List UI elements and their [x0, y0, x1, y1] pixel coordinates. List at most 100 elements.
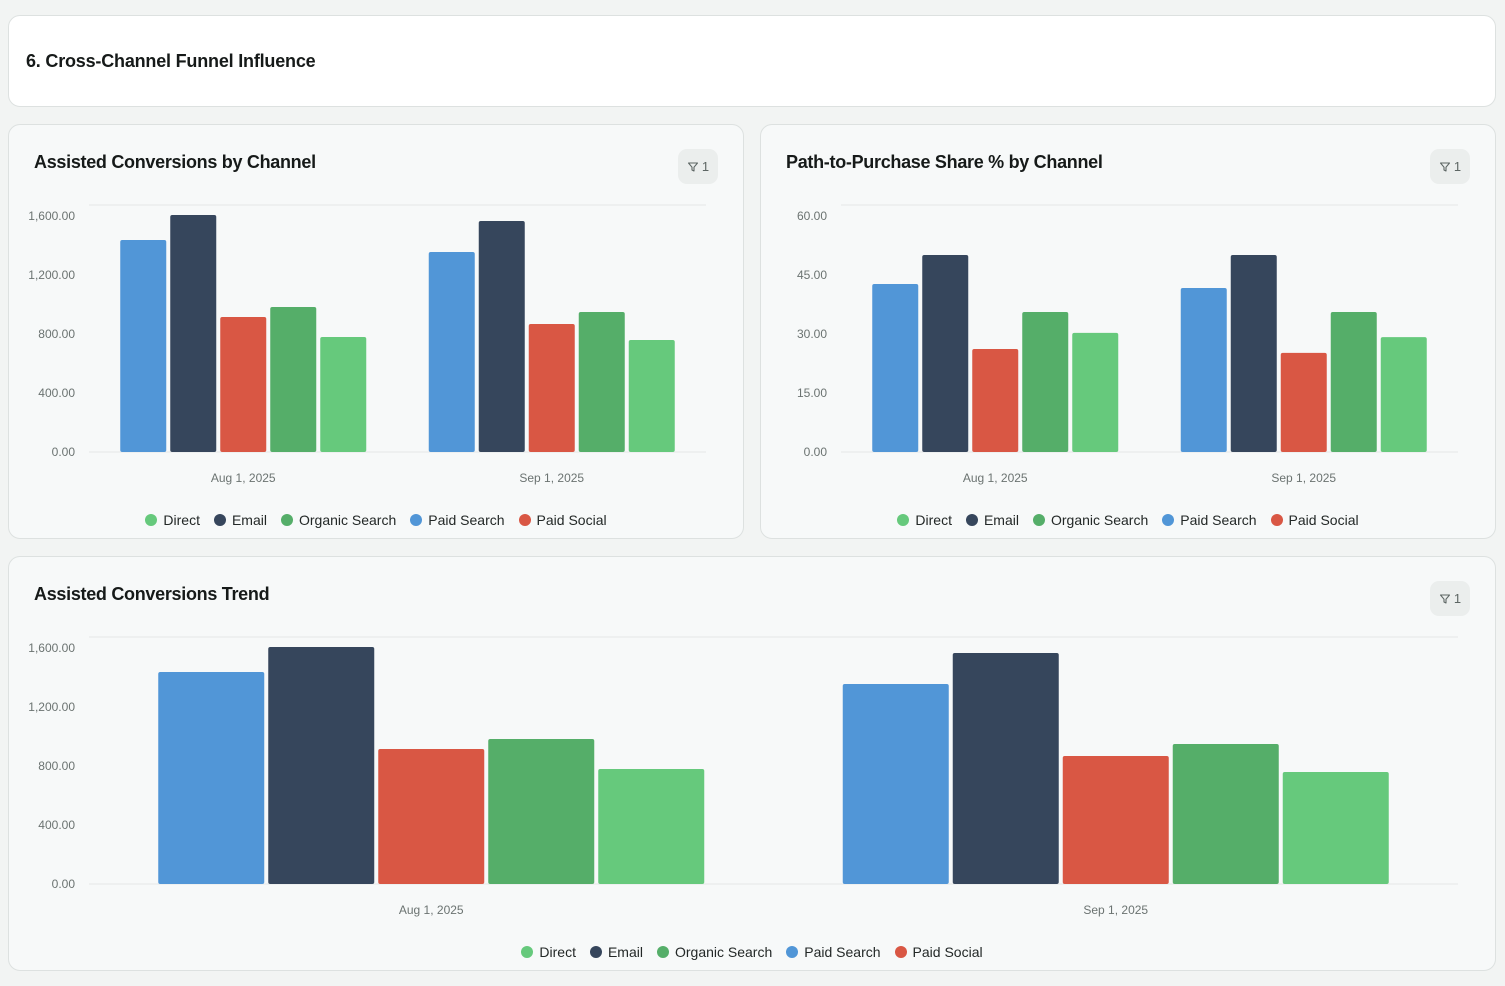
- legend-dot-icon: [280, 514, 293, 526]
- bar-email-sep-1-2025[interactable]: [1230, 254, 1277, 452]
- legend-label: Email: [607, 944, 643, 960]
- bar-email-sep-1-2025[interactable]: [952, 653, 1059, 884]
- bar-organic-search-sep-1-2025[interactable]: [578, 312, 625, 452]
- y-tick-label: 400.00: [38, 386, 75, 400]
- legend-item-organic-search[interactable]: Organic Search: [1032, 512, 1148, 528]
- filter-count: 1: [1453, 159, 1462, 174]
- bar-paid-social-sep-1-2025[interactable]: [1062, 755, 1169, 884]
- bar-direct-sep-1-2025[interactable]: [1380, 337, 1427, 452]
- y-tick-label: 60.00: [797, 209, 827, 223]
- chart-card-assisted-conversions-trend: Assisted Conversions Trend 1 0.00 400.00 8…: [8, 556, 1496, 971]
- legend-dot-icon: [410, 514, 423, 526]
- bar-organic-search-sep-1-2025[interactable]: [1172, 744, 1279, 884]
- legend-label: Paid Search: [428, 512, 505, 528]
- filter-icon: [687, 161, 698, 172]
- filter-icon: [1439, 593, 1450, 604]
- bar-organic-search-sep-1-2025[interactable]: [1330, 311, 1377, 452]
- y-tick-label: 1,600.00: [28, 641, 75, 655]
- legend-item-paid-search[interactable]: Paid Search: [786, 944, 881, 960]
- legend-item-organic-search[interactable]: Organic Search: [656, 944, 773, 960]
- chart-legend: Direct Email Organic Search Paid Search Paid…: [9, 944, 1495, 960]
- bar-paid-search-sep-1-2025[interactable]: [1180, 287, 1227, 452]
- legend-label: Paid Social: [1288, 512, 1359, 528]
- bar-paid-search-sep-1-2025[interactable]: [842, 683, 949, 884]
- bar-direct-aug-1-2025[interactable]: [1072, 332, 1119, 452]
- bar-direct-sep-1-2025[interactable]: [628, 340, 675, 452]
- legend-item-paid-social[interactable]: Paid Social: [894, 944, 983, 960]
- x-tick-label: Aug 1, 2025: [399, 903, 464, 917]
- filter-button[interactable]: 1: [678, 149, 718, 184]
- filter-button[interactable]: 1: [1430, 149, 1470, 184]
- legend-label: Email: [983, 512, 1019, 528]
- y-tick-label: 1,600.00: [28, 209, 75, 223]
- bar-direct-aug-1-2025[interactable]: [320, 336, 367, 452]
- legend-label: Email: [231, 512, 267, 528]
- bar-paid-social-sep-1-2025[interactable]: [528, 323, 575, 452]
- chart-card-path-to-purchase-share: Path-to-Purchase Share % by Channel 1 0.…: [760, 124, 1496, 539]
- legend-dot-icon: [894, 946, 907, 958]
- bar-paid-social-aug-1-2025[interactable]: [220, 317, 267, 452]
- legend-dot-icon: [521, 946, 534, 958]
- legend-item-direct[interactable]: Direct: [145, 512, 200, 528]
- legend-label: Direct: [539, 944, 576, 960]
- bar-paid-search-aug-1-2025[interactable]: [120, 240, 167, 452]
- section-title: 6. Cross-Channel Funnel Influence: [26, 51, 316, 71]
- y-tick-label: 800.00: [38, 327, 75, 341]
- legend-item-paid-search[interactable]: Paid Search: [1162, 512, 1257, 528]
- legend-item-direct[interactable]: Direct: [897, 512, 952, 528]
- filter-count: 1: [701, 159, 710, 174]
- legend-dot-icon: [786, 946, 799, 958]
- legend-dot-icon: [1270, 514, 1283, 526]
- legend-item-paid-social[interactable]: Paid Social: [1270, 512, 1359, 528]
- legend-dot-icon: [589, 946, 602, 958]
- legend-dot-icon: [897, 514, 910, 526]
- chart-card-assisted-conversions-by-channel: Assisted Conversions by Channel 1 0.00 40…: [8, 124, 744, 539]
- bar-direct-sep-1-2025[interactable]: [1282, 772, 1389, 884]
- legend-item-organic-search[interactable]: Organic Search: [280, 512, 396, 528]
- legend-item-email[interactable]: Email: [213, 512, 267, 528]
- y-tick-label: 45.00: [797, 268, 827, 282]
- bar-paid-search-aug-1-2025[interactable]: [158, 672, 265, 884]
- bar-organic-search-aug-1-2025[interactable]: [488, 739, 595, 884]
- x-tick-label: Sep 1, 2025: [519, 471, 584, 485]
- bar-paid-search-aug-1-2025[interactable]: [872, 284, 919, 452]
- legend-item-paid-social[interactable]: Paid Social: [518, 512, 607, 528]
- bar-direct-aug-1-2025[interactable]: [598, 768, 705, 884]
- bar-paid-search-sep-1-2025[interactable]: [428, 251, 475, 452]
- bar-paid-social-aug-1-2025[interactable]: [378, 749, 485, 884]
- bar-email-sep-1-2025[interactable]: [478, 221, 525, 452]
- legend-dot-icon: [145, 514, 158, 526]
- section-header: 6. Cross-Channel Funnel Influence: [8, 15, 1496, 107]
- filter-count: 1: [1453, 591, 1462, 606]
- legend-item-email[interactable]: Email: [589, 944, 643, 960]
- legend-dot-icon: [656, 946, 669, 958]
- bar-paid-social-sep-1-2025[interactable]: [1280, 352, 1327, 452]
- legend-dot-icon: [965, 514, 978, 526]
- legend-dot-icon: [1032, 514, 1045, 526]
- y-tick-label: 0.00: [52, 445, 76, 459]
- legend-item-email[interactable]: Email: [965, 512, 1019, 528]
- filter-button[interactable]: 1: [1430, 581, 1470, 616]
- legend-dot-icon: [213, 514, 226, 526]
- legend-label: Direct: [915, 512, 952, 528]
- bar-email-aug-1-2025[interactable]: [170, 214, 217, 452]
- bar-organic-search-aug-1-2025[interactable]: [1022, 311, 1069, 452]
- legend-item-paid-search[interactable]: Paid Search: [410, 512, 505, 528]
- bar-paid-social-aug-1-2025[interactable]: [972, 348, 1019, 452]
- filter-icon: [1439, 161, 1450, 172]
- y-tick-label: 1,200.00: [28, 700, 75, 714]
- bar-email-aug-1-2025[interactable]: [268, 646, 375, 884]
- legend-label: Organic Search: [674, 944, 773, 960]
- x-tick-label: Aug 1, 2025: [211, 471, 276, 485]
- bar-organic-search-aug-1-2025[interactable]: [270, 307, 317, 452]
- bar-chart: 0.00 400.00 800.00 1,200.00 1,600.00 Aug 1, 2…: [28, 636, 1458, 917]
- legend-label: Paid Social: [536, 512, 607, 528]
- legend-label: Paid Social: [912, 944, 983, 960]
- chart-legend: Direct Email Organic Search Paid Search Paid…: [9, 512, 743, 528]
- y-tick-label: 0.00: [804, 445, 828, 459]
- y-tick-label: 30.00: [797, 327, 827, 341]
- legend-item-direct[interactable]: Direct: [521, 944, 576, 960]
- x-tick-label: Sep 1, 2025: [1271, 471, 1336, 485]
- bar-email-aug-1-2025[interactable]: [922, 254, 969, 452]
- bar-chart: 0.00 15.00 30.00 45.00 60.00 Aug 1, 2025 Sep 1…: [797, 204, 1458, 485]
